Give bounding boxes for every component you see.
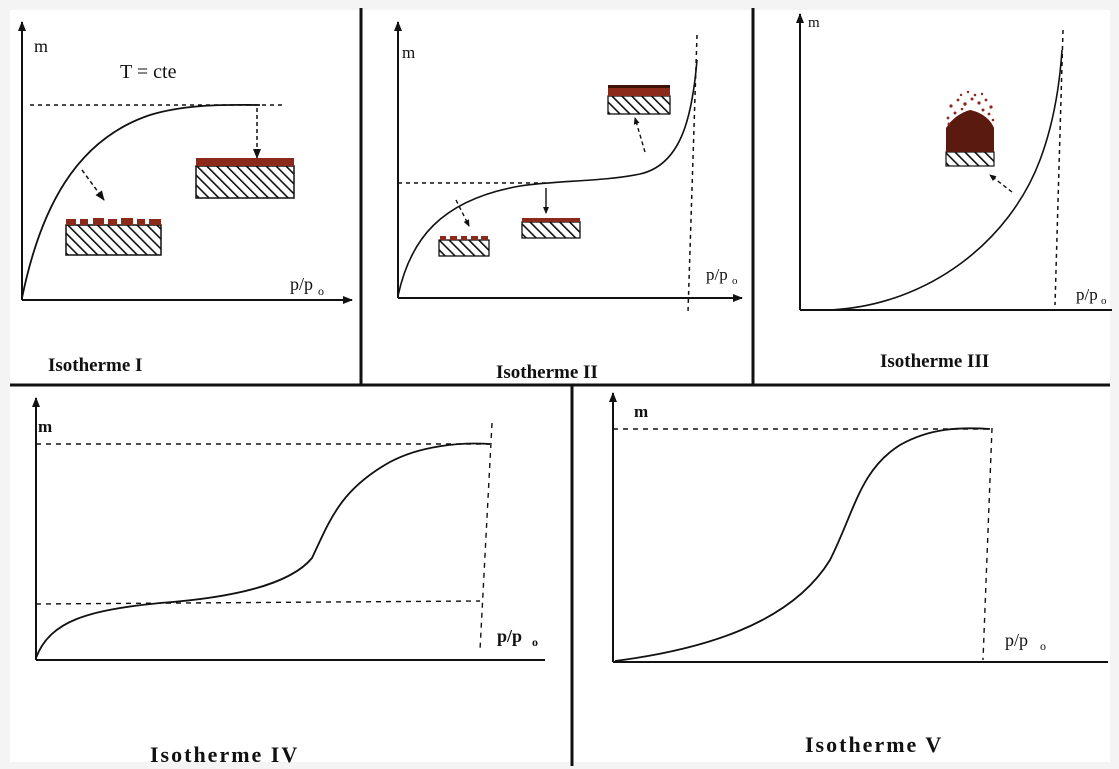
pointer-arrow (633, 117, 646, 153)
svg-text:p/p: p/p (290, 274, 313, 294)
svg-text:o: o (532, 635, 538, 649)
panel-isotherme-i: m T = cte p/p o Isotherme I (18, 21, 353, 376)
svg-text:p/p: p/p (1005, 630, 1028, 650)
svg-text:o: o (1040, 639, 1046, 653)
panel-title: Isotherme V (805, 732, 943, 757)
substrate-partial-monolayer (65, 218, 162, 256)
panel-isotherme-iii: m p/p o Isotherme III (796, 13, 1112, 372)
temperature-note: T = cte (120, 61, 177, 83)
y-axis-label: m (402, 43, 415, 62)
y-axis-label: m (808, 15, 820, 31)
panel-isotherme-iv: m p/p o Isotherme IV (32, 397, 545, 767)
saturation-pressure-line (1054, 29, 1064, 306)
substrate-monolayer (195, 158, 295, 199)
pointer-arrow (81, 169, 105, 201)
x-axis-label: p/p o (1076, 285, 1107, 307)
x-axis-label: p/p o (1005, 630, 1046, 653)
y-axis-label: m (634, 402, 648, 421)
svg-text:p/p: p/p (497, 626, 522, 646)
panel-dividers (10, 8, 1110, 766)
isotherm-curve (21, 103, 261, 299)
substrate-cluster-deposit (945, 90, 995, 167)
substrate-monolayer (521, 218, 581, 239)
svg-text:p/p: p/p (706, 265, 728, 284)
isotherm-curve (397, 59, 698, 297)
monolayer-line (35, 600, 481, 605)
saturation-pressure-line (479, 422, 493, 651)
panel-title: Isotherme II (496, 362, 598, 383)
saturation-pressure-line (687, 34, 698, 313)
x-axis-label: p/p o (706, 265, 738, 287)
substrate-partial-monolayer (438, 236, 490, 257)
isotherm-curve (614, 427, 991, 662)
saturation-pressure-line (982, 427, 993, 661)
substrate-multilayer (607, 85, 671, 115)
svg-text:p/p: p/p (1076, 285, 1098, 304)
pointer-arrow (455, 199, 470, 227)
panel-title: Isotherme I (48, 355, 142, 376)
pointer-arrow (989, 174, 1013, 193)
x-axis-label: p/p o (290, 274, 324, 298)
y-axis-label: m (34, 36, 48, 56)
svg-text:o: o (318, 284, 324, 298)
svg-text:o: o (1101, 295, 1107, 307)
panel-title: Isotherme III (880, 351, 989, 372)
panel-isotherme-v: m p/p o Isotherme V (609, 392, 1108, 757)
svg-text:o: o (732, 275, 738, 287)
x-axis-label: p/p o (497, 626, 538, 649)
panel-isotherme-ii: m p/p o Isoth (394, 21, 743, 383)
panel-title: Isotherme IV (150, 742, 299, 767)
isotherm-curve (829, 49, 1063, 311)
y-axis-label: m (38, 417, 52, 436)
isotherm-curve (35, 442, 491, 659)
